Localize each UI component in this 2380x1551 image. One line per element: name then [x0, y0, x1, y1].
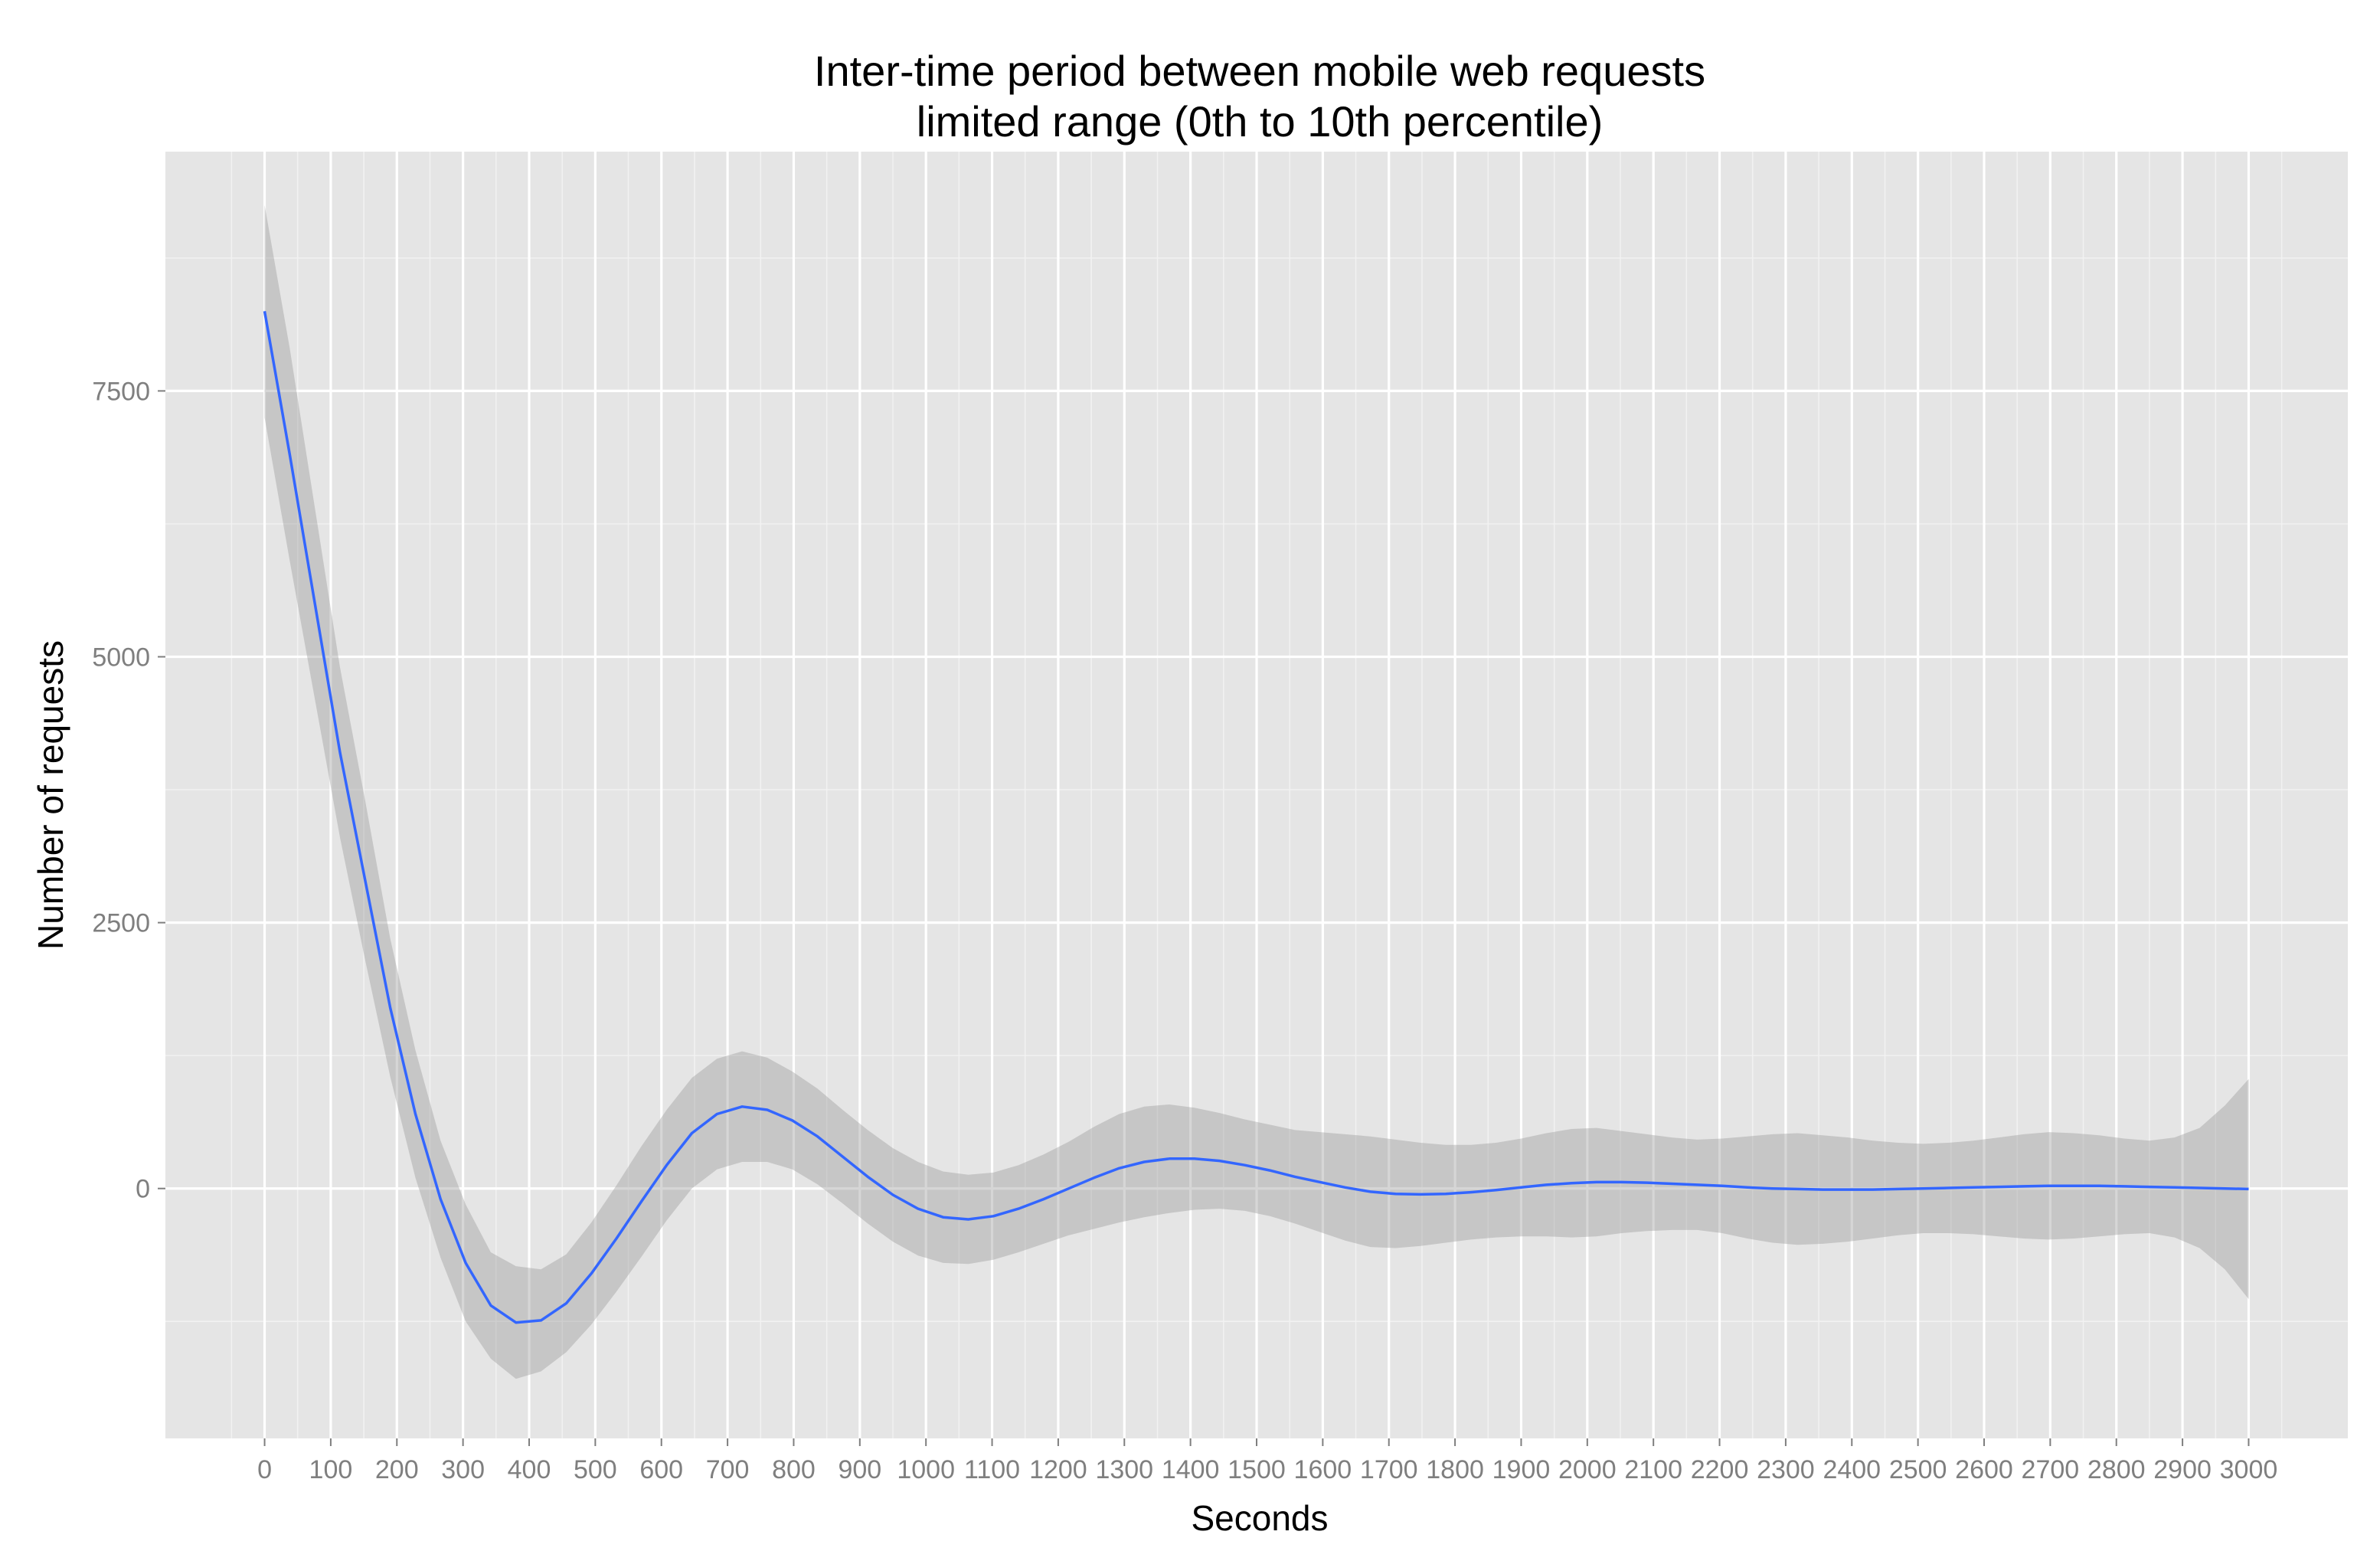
x-tick-label: 1600	[1294, 1455, 1352, 1484]
x-tick-label: 1200	[1029, 1455, 1087, 1484]
x-tick-label: 2700	[2022, 1455, 2080, 1484]
x-tick-label: 600	[639, 1455, 683, 1484]
x-tick-label: 1300	[1095, 1455, 1153, 1484]
chart-title-line-1: Inter-time period between mobile web req…	[814, 47, 1705, 95]
x-tick-label: 2600	[1955, 1455, 2013, 1484]
x-tick-label: 2300	[1757, 1455, 1815, 1484]
x-tick-label: 3000	[2220, 1455, 2278, 1484]
x-tick-label: 2900	[2153, 1455, 2212, 1484]
x-tick-label: 100	[309, 1455, 353, 1484]
x-tick-label: 1800	[1426, 1455, 1484, 1484]
x-axis-ticks: 0 100 200 300 400 500 600 700 800 900 1000 1100 1200…	[257, 1438, 2277, 1484]
x-tick-label: 1700	[1360, 1455, 1418, 1484]
confidence-band	[264, 205, 2249, 1379]
x-tick-label: 500	[574, 1455, 617, 1484]
series-lines	[263, 310, 2249, 1324]
x-tick-label: 2500	[1889, 1455, 1947, 1484]
y-tick-label: 7500	[92, 377, 150, 406]
major-gridlines	[165, 152, 2348, 1438]
x-tick-label: 2800	[2087, 1455, 2146, 1484]
x-tick-label: 1400	[1162, 1455, 1220, 1484]
x-tick-label: 2200	[1691, 1455, 1749, 1484]
x-tick-label: 2400	[1823, 1455, 1881, 1484]
x-tick-label: 2100	[1624, 1455, 1682, 1484]
y-axis-title: Number of requests	[31, 640, 70, 950]
x-tick-label: 1100	[964, 1455, 1020, 1484]
x-tick-label: 700	[706, 1455, 750, 1484]
series-line	[263, 310, 2249, 1324]
x-tick-label: 200	[375, 1455, 419, 1484]
x-tick-label: 800	[772, 1455, 816, 1484]
x-tick-label: 300	[441, 1455, 485, 1484]
chart-title-line-2: limited range (0th to 10th percentile)	[917, 97, 1604, 146]
x-tick-label: 900	[838, 1455, 881, 1484]
y-tick-label: 2500	[92, 909, 150, 938]
y-axis-ticks: 0 2500 5000 7500	[92, 377, 165, 1204]
x-tick-label: 1500	[1228, 1455, 1286, 1484]
x-tick-label: 400	[508, 1455, 551, 1484]
x-tick-label: 1900	[1492, 1455, 1551, 1484]
y-tick-label: 5000	[92, 643, 150, 672]
y-tick-label: 0	[136, 1175, 150, 1204]
x-tick-label: 0	[257, 1455, 272, 1484]
confidence-bands	[264, 205, 2249, 1379]
x-tick-label: 1000	[897, 1455, 955, 1484]
x-tick-label: 2000	[1558, 1455, 1617, 1484]
x-axis-title: Seconds	[1191, 1498, 1328, 1538]
